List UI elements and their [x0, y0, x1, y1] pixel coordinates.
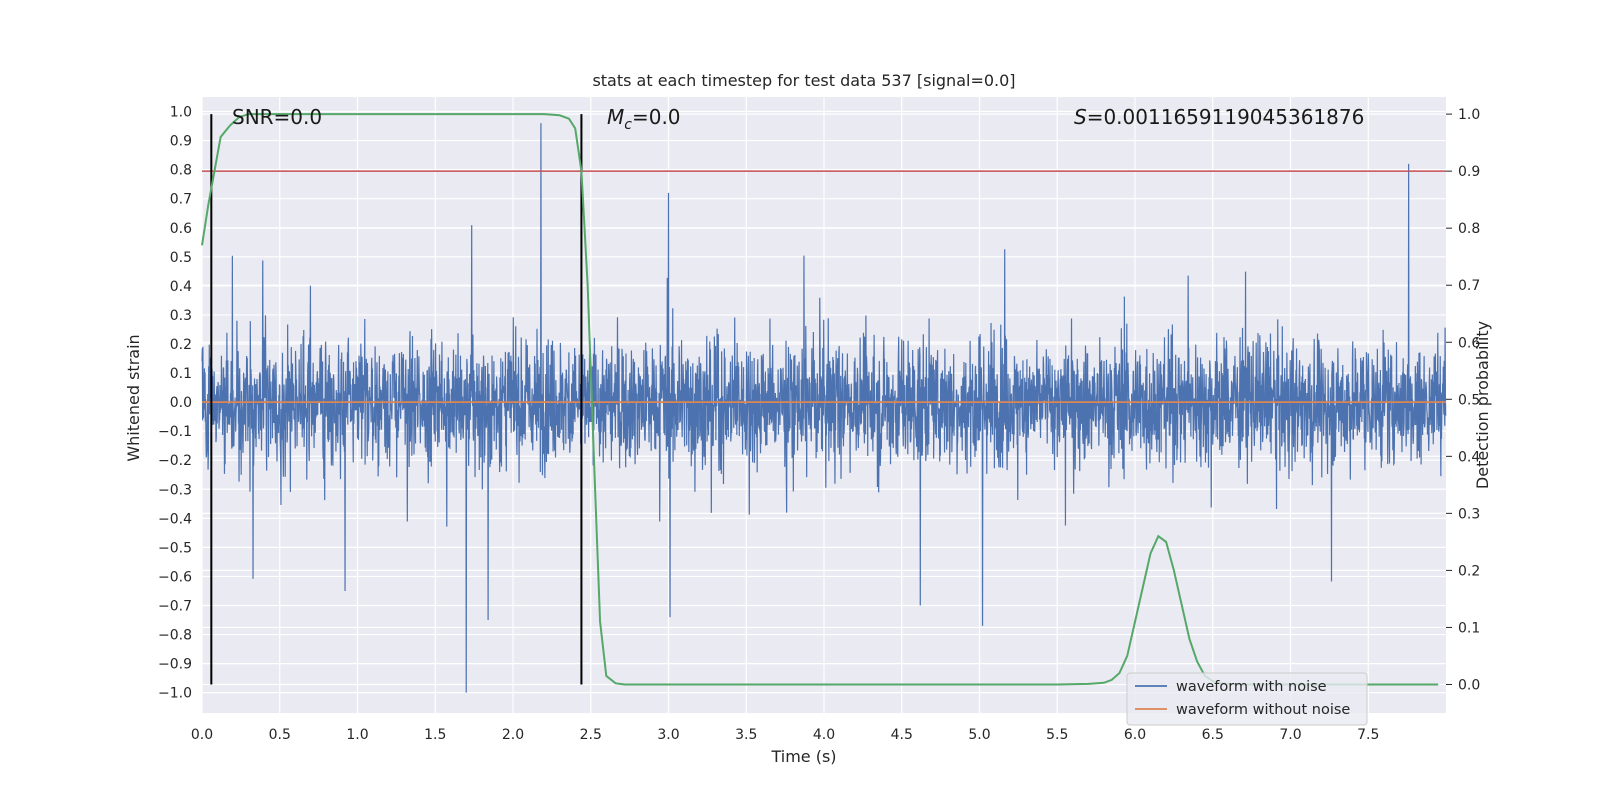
- x-tick-label: 7.5: [1357, 727, 1379, 743]
- detection-probability-line: [201, 113, 1439, 686]
- s-statistic-annotation: S=0.0011659119045361876: [1074, 105, 1364, 129]
- chart-title: stats at each timestep for test data 537…: [592, 71, 1015, 90]
- x-tick-label: 1.5: [424, 727, 446, 743]
- x-tick-label: 4.5: [891, 727, 913, 743]
- x-tick-label: 2.5: [580, 727, 602, 743]
- y-left-tick-label: −0.3: [158, 482, 192, 498]
- chirp-mass-annotation: Mc=0.0: [607, 105, 681, 133]
- chirp-mass-value: =0.0: [632, 105, 681, 129]
- legend-label-noise: waveform with noise: [1176, 679, 1327, 695]
- y-right-tick-label: 0.8: [1458, 221, 1480, 237]
- y-left-tick-label: −0.8: [158, 628, 192, 644]
- y-right-tick-label: 0.5: [1458, 392, 1480, 408]
- x-tick-label: 1.0: [346, 727, 368, 743]
- chirp-mass-symbol: M: [607, 105, 624, 129]
- y-right-tick-label: 1.0: [1458, 107, 1480, 123]
- detection-probability-series: [201, 113, 1439, 686]
- y-left-tick-label: 0.0: [170, 395, 192, 411]
- y-left-tick-label: −0.4: [158, 511, 192, 527]
- x-tick-label: 6.5: [1202, 727, 1224, 743]
- y-left-tick-label: −1.0: [158, 686, 192, 702]
- x-tick-label: 0.0: [191, 727, 213, 743]
- y-left-tick-label: 1.0: [170, 105, 192, 121]
- x-tick-label: 3.0: [657, 727, 679, 743]
- y-left-tick-label: 0.4: [170, 279, 192, 295]
- y-axis-right-label: Detection probability: [1473, 321, 1492, 489]
- y-left-tick-label: 0.9: [170, 134, 192, 150]
- y-left-tick-label: 0.1: [170, 366, 192, 382]
- y-left-tick-label: −0.1: [158, 424, 192, 440]
- x-tick-label: 6.0: [1124, 727, 1146, 743]
- x-tick-label: 5.5: [1046, 727, 1068, 743]
- y-axis-left-label: Whitened strain: [124, 334, 143, 461]
- waveform-with-noise-series: [201, 123, 1447, 693]
- snr-annotation: SNR=0.0: [232, 105, 322, 129]
- y-right-tick-label: 0.2: [1458, 563, 1480, 579]
- y-left-tick-label: −0.5: [158, 540, 192, 556]
- y-right-tick-label: 0.1: [1458, 620, 1480, 636]
- x-tick-label: 4.0: [813, 727, 835, 743]
- s-value: =0.0011659119045361876: [1087, 105, 1365, 129]
- s-symbol: S: [1074, 105, 1087, 129]
- legend-box: [1126, 672, 1368, 726]
- y-left-tick-label: 0.5: [170, 250, 192, 266]
- waveform-with-noise-line: [201, 123, 1447, 693]
- vertical-marker-lines: [210, 114, 583, 685]
- y-left-tick-label: 0.8: [170, 163, 192, 179]
- x-tick-label: 2.0: [502, 727, 524, 743]
- y-left-tick-label: 0.6: [170, 221, 192, 237]
- y-right-tick-label: 0.6: [1458, 335, 1480, 351]
- y-right-tick-label: 0.4: [1458, 449, 1480, 465]
- y-left-tick-label: −0.9: [158, 657, 192, 673]
- x-tick-label: 0.5: [269, 727, 291, 743]
- y-right-tick-label: 0.9: [1458, 164, 1480, 180]
- y-left-tick-label: 0.3: [170, 308, 192, 324]
- y-right-tick-label: 0.0: [1458, 677, 1480, 693]
- y-right-tick-label: 0.3: [1458, 506, 1480, 522]
- x-tick-label: 7.0: [1279, 727, 1301, 743]
- x-axis-label: Time (s): [770, 747, 836, 766]
- y-left-tick-label: −0.7: [158, 598, 192, 614]
- axis-ticks: 0.0 0.5 1.0 1.5 2.0 2.5 3.0 3.5 4.0 4.5 5.0 5.5 6.0 6…: [158, 105, 1480, 743]
- y-left-tick-label: 0.2: [170, 337, 192, 353]
- y-left-tick-label: −0.6: [158, 569, 192, 585]
- legend-label-clean: waveform without noise: [1176, 702, 1350, 718]
- chirp-mass-subscript: c: [624, 117, 632, 133]
- y-right-tick-label: 0.7: [1458, 278, 1480, 294]
- legend: waveform with noise waveform without noi…: [1126, 672, 1368, 726]
- y-left-tick-label: 0.7: [170, 192, 192, 208]
- x-tick-label: 5.0: [968, 727, 990, 743]
- x-tick-label: 3.5: [735, 727, 757, 743]
- y-left-tick-label: −0.2: [158, 453, 192, 469]
